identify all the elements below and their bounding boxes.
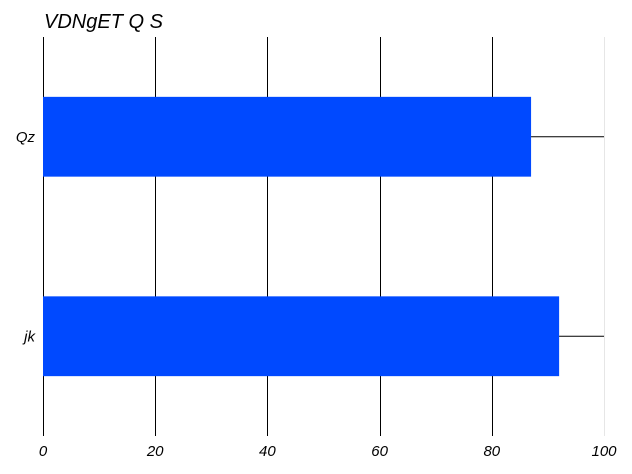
x-tick-label-40: 40 <box>259 443 276 460</box>
bars <box>43 96 560 377</box>
category-label-Qz: Qz <box>16 129 36 146</box>
x-tick-label-20: 20 <box>146 443 164 460</box>
category-axis-labels: Qz jk <box>16 129 37 346</box>
x-tick-label-60: 60 <box>371 443 388 460</box>
x-tick-label-100: 100 <box>591 443 617 460</box>
chart-title: VDNgET Q S <box>44 11 164 33</box>
bar-jk <box>43 296 560 377</box>
value-axis-tick-labels: 0 20 40 60 80 100 <box>39 443 617 460</box>
category-label-jk: jk <box>22 328 36 345</box>
x-tick-label-0: 0 <box>39 443 48 460</box>
bar-extension-lines <box>531 136 604 337</box>
bar-Qz <box>43 96 532 177</box>
x-tick-label-80: 80 <box>483 443 500 460</box>
